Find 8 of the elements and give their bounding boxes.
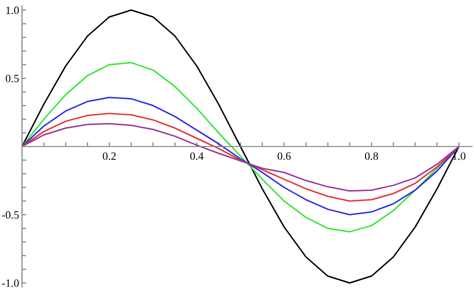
y-tick-label: -1.0 [2, 279, 19, 287]
x-tick-label: 0.8 [364, 152, 378, 160]
y-tick-label: 1.0 [6, 6, 19, 14]
x-tick-label: 0.6 [278, 152, 291, 160]
x-tick-label: 0.4 [190, 152, 204, 160]
x-tick-label: 0.2 [102, 152, 116, 160]
y-tick-label: -0.5 [2, 211, 19, 219]
y-tick-label: 0.5 [6, 74, 19, 82]
